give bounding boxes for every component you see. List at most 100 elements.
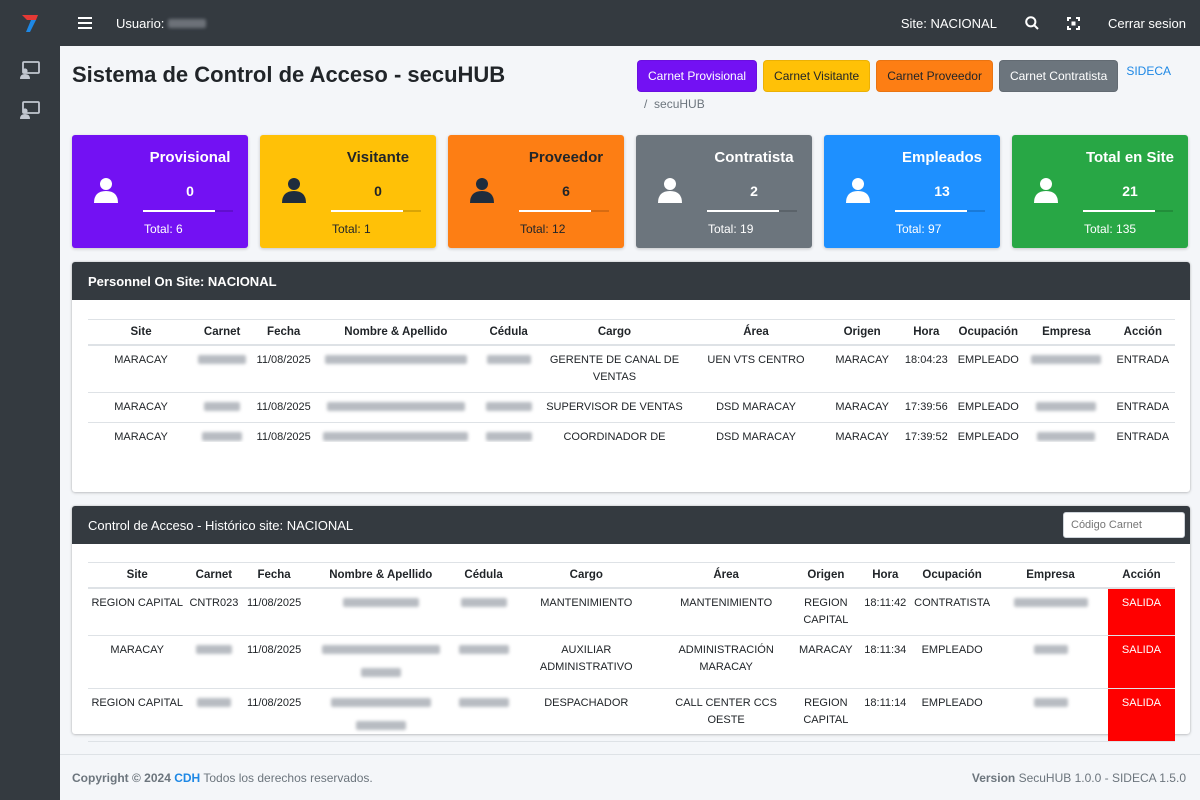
user-icon [846, 177, 870, 206]
cell-ocupacion: EMPLEADO [911, 688, 994, 742]
rights-text: Todos los derechos reservados. [203, 770, 373, 785]
sidebar-item-2[interactable] [0, 92, 60, 128]
column-header[interactable]: Origen [792, 562, 860, 589]
column-header[interactable]: Área [660, 562, 793, 589]
column-header[interactable]: Cargo [542, 319, 687, 346]
sideca-link[interactable]: SIDECA [1126, 64, 1172, 78]
column-header[interactable]: Hora [859, 562, 912, 589]
table-row[interactable]: MARACAY 11/08/2025 SUPERVISOR DE VENTAS DSD… [88, 392, 1175, 423]
footer-copyright: Copyright © 2024 CDH Todos los derechos … [72, 771, 373, 785]
cell-carnet [194, 392, 251, 423]
stat-card-total-en-site[interactable]: Total en Site 21 Total: 135 [1012, 135, 1188, 248]
carnet-code-search-input[interactable] [1063, 512, 1185, 538]
column-header[interactable]: Empresa [1022, 319, 1111, 346]
stat-cards: Provisional 0 Total: 6 Visitante 0 Total… [72, 135, 1200, 248]
breadcrumb: / secuHUB [644, 97, 705, 111]
cell-cedula [454, 635, 513, 689]
fullscreen-icon [1066, 16, 1080, 30]
onsite-panel-header: Personnel On Site: NACIONAL [72, 262, 1190, 300]
column-header[interactable]: Fecha [250, 319, 318, 346]
column-header[interactable]: Ocupación [954, 319, 1023, 346]
stat-card-empleados[interactable]: Empleados 13 Total: 97 [824, 135, 1000, 248]
onsite-table-wrap[interactable]: Site Carnet Fecha Nombre & Apellido Cédula Ca… [88, 319, 1175, 442]
cell-cargo: AUXILIAR ADMINISTRATIVO [512, 635, 661, 689]
hamburger-icon [78, 17, 92, 29]
cell-hora: 18:11:14 [859, 688, 912, 742]
carnet-proveedor-button[interactable]: Carnet Proveedor [876, 60, 993, 92]
table-row[interactable]: REGION CAPITAL 11/08/2025 DESPACHADOR CALL … [88, 688, 1175, 742]
app-logo[interactable] [0, 0, 60, 46]
redacted-value [323, 432, 469, 442]
column-header[interactable]: Área [686, 319, 826, 346]
column-header[interactable]: Empresa [993, 562, 1108, 589]
footer-version: Version SecuHUB 1.0.0 - SIDECA 1.5.0 [972, 771, 1186, 785]
site-indicator[interactable]: Site: NACIONAL [887, 0, 1011, 46]
cell-carnet: CNTR023 [186, 587, 242, 636]
cell-site: MARACAY [88, 635, 187, 689]
column-header[interactable]: Fecha [241, 562, 307, 589]
table-row[interactable]: MARACAY 11/08/2025 AUXILIAR ADMINISTRATIVO… [88, 635, 1175, 689]
stat-card-visitante[interactable]: Visitante 0 Total: 1 [260, 135, 436, 248]
cell-origen: MARACAY [825, 422, 899, 442]
stat-card-contratista[interactable]: Contratista 2 Total: 19 [636, 135, 812, 248]
sidebar-item-1[interactable] [0, 52, 60, 88]
cell-cedula [474, 344, 543, 393]
column-header[interactable]: Hora [898, 319, 955, 346]
footer: Copyright © 2024 CDH Todos los derechos … [60, 754, 1200, 800]
redacted-value [326, 402, 465, 412]
table-row[interactable]: MARACAY 11/08/2025 GERENTE DE CANAL DE VEN… [88, 344, 1175, 393]
column-header[interactable]: Carnet [186, 562, 242, 589]
carnet-visitante-button[interactable]: Carnet Visitante [763, 60, 871, 92]
cell-origen: REGION CAPITAL [792, 587, 860, 636]
cell-area: CALL CENTER CCS OESTE [660, 688, 793, 742]
column-header[interactable]: Ocupación [911, 562, 994, 589]
hamburger-menu-button[interactable] [60, 17, 110, 29]
column-header[interactable]: Acción [1110, 319, 1175, 346]
cell-fecha: 11/08/2025 [241, 587, 307, 636]
cell-carnet [194, 422, 251, 442]
search-button[interactable] [1011, 0, 1053, 46]
column-header[interactable]: Cédula [474, 319, 543, 346]
redacted-carnet [198, 355, 247, 365]
column-header[interactable]: Cargo [512, 562, 661, 589]
history-table-wrap[interactable]: Site Carnet Fecha Nombre & Apellido Cédula Ca… [88, 562, 1175, 742]
carnet-contratista-button[interactable]: Carnet Contratista [998, 60, 1119, 92]
cell-nombre [306, 635, 455, 689]
stat-card-total: Total: 12 [520, 222, 566, 236]
carnet-provisional-button[interactable]: Carnet Provisional [637, 60, 758, 92]
logo-icon [22, 15, 38, 32]
brand-link[interactable]: CDH [174, 770, 201, 785]
redacted-cedula [460, 598, 507, 608]
redacted-carnet [195, 645, 232, 655]
cell-area: UEN VTS CENTRO [686, 344, 826, 393]
cell-fecha: 11/08/2025 [250, 422, 318, 442]
fullscreen-button[interactable] [1053, 0, 1094, 46]
cell-carnet [186, 688, 242, 742]
cell-cargo: DESPACHADOR [512, 688, 661, 742]
column-header[interactable]: Carnet [194, 319, 251, 346]
redacted-cedula [458, 645, 509, 655]
table-row[interactable]: MARACAY 11/08/2025 COORDINADOR DE CANAL DE… [88, 422, 1175, 442]
cell-site: MARACAY [88, 344, 195, 393]
stat-card-proveedor[interactable]: Proveedor 6 Total: 12 [448, 135, 624, 248]
redacted-cedula [485, 402, 532, 412]
column-header[interactable]: Nombre & Apellido [306, 562, 455, 589]
main-content: Sistema de Control de Acceso - secuHUB C… [60, 46, 1200, 754]
cell-ocupacion: EMPLEADO [911, 635, 994, 689]
column-header[interactable]: Site [88, 562, 187, 589]
breadcrumb-current: secuHUB [654, 97, 705, 111]
column-header[interactable]: Cédula [454, 562, 513, 589]
column-header[interactable]: Nombre & Apellido [317, 319, 475, 346]
column-header[interactable]: Origen [825, 319, 899, 346]
redacted-value [355, 721, 406, 731]
table-row[interactable]: REGION CAPITAL CNTR023 11/08/2025 MANTENIMI… [88, 587, 1175, 636]
redacted-value [321, 645, 440, 655]
cell-empresa [993, 587, 1108, 636]
stat-card-total: Total: 6 [144, 222, 183, 236]
cell-cedula [454, 587, 513, 636]
column-header[interactable]: Site [88, 319, 195, 346]
logout-button[interactable]: Cerrar sesion [1094, 0, 1200, 46]
column-header[interactable]: Acción [1107, 562, 1175, 589]
cell-origen: MARACAY [792, 635, 860, 689]
stat-card-provisional[interactable]: Provisional 0 Total: 6 [72, 135, 248, 248]
